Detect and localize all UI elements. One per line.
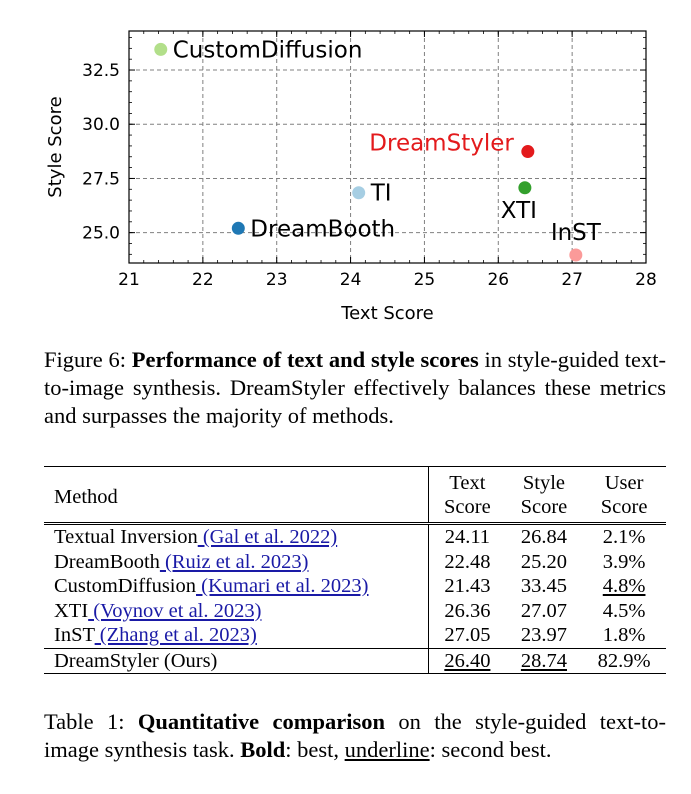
figure-caption-rest: in style-guided text-to-image synthesis.…	[44, 347, 666, 428]
chart-grid	[129, 31, 646, 263]
data-point-label: DreamBooth	[250, 216, 395, 242]
text-score: 26.36	[444, 599, 491, 622]
results-table: Method Text Style User Score Score Score…	[44, 466, 666, 674]
header-text-1: Text	[449, 472, 486, 494]
data-point-label: CustomDiffusion	[173, 37, 363, 63]
y-tick-label: 32.5	[82, 61, 120, 81]
chart-points: TI DreamBooth CustomDiffusion XTI InST DreamS…	[154, 37, 602, 262]
method-cell: CustomDiffusion (Kumari et al. 2023)	[44, 574, 430, 599]
style-score: 28.74	[520, 649, 568, 672]
citation-link[interactable]: (Kumari et al. 2023)	[196, 575, 369, 597]
user-score: 2.1%	[602, 526, 646, 548]
x-tick-label: 26	[487, 270, 509, 290]
style-score: 27.07	[520, 599, 568, 622]
user-score: 3.9%	[602, 550, 646, 573]
text-score: 26.40	[444, 649, 491, 672]
method-cell: InST (Zhang et al. 2023)	[44, 623, 430, 648]
method-cell: Textual Inversion (Gal et al. 2022)	[44, 523, 430, 550]
chart-ticks: 21 22 23 24 25 26 27 28 25.0 27.5 30.0 32.5	[82, 31, 657, 290]
table-row: InST (Zhang et al. 2023) 27.05 23.97 1.8…	[44, 623, 666, 648]
data-point-label: XTI	[501, 198, 537, 224]
x-tick-label: 24	[340, 270, 362, 290]
data-point	[352, 186, 366, 200]
user-score: 82.9%	[597, 649, 651, 672]
method-cell: XTI (Voynov et al. 2023)	[44, 598, 430, 623]
data-point-label: TI	[370, 181, 392, 207]
header-user-2: Score	[600, 496, 648, 518]
style-score: 25.20	[520, 550, 568, 573]
figure-caption: Figure 6: Performance of text and style …	[44, 346, 666, 430]
citation-link[interactable]: (Zhang et al. 2023)	[94, 624, 257, 646]
x-tick-label: 22	[192, 270, 214, 290]
table-row: CustomDiffusion (Kumari et al. 2023) 21.…	[44, 574, 666, 599]
header-user-1: User	[604, 472, 644, 494]
data-point	[231, 221, 245, 235]
plot-frame	[128, 30, 647, 264]
data-point	[154, 42, 168, 56]
data-point	[518, 181, 532, 195]
table-row: Textual Inversion (Gal et al. 2022) 24.1…	[44, 523, 666, 550]
y-tick-label: 25.0	[82, 224, 120, 244]
scatter-chart: 21 22 23 24 25 26 27 28 25.0 27.5 30.0 32.5 TI Dream…	[45, 30, 657, 324]
y-axis-label: Style Score	[45, 96, 66, 197]
style-score: 23.97	[520, 624, 568, 646]
x-tick-label: 27	[561, 270, 583, 290]
text-score: 21.43	[444, 575, 491, 597]
x-tick-label: 21	[118, 270, 140, 290]
table-caption: Table 1: Quantitative comparison on the …	[44, 709, 666, 762]
header-style-1: Style	[522, 472, 566, 494]
x-axis-label: Text Score	[340, 303, 434, 324]
text-score: 24.11	[444, 526, 491, 548]
header-method: Method	[44, 466, 430, 524]
header-style-2: Score	[520, 496, 568, 518]
table-row: DreamBooth (Ruiz et al. 2023) 22.48 25.2…	[44, 549, 666, 574]
text-score: 22.48	[444, 550, 491, 573]
style-score: 26.84	[520, 526, 568, 548]
citation-link[interactable]: (Ruiz et al. 2023)	[159, 550, 309, 573]
user-score: 4.8%	[602, 575, 646, 597]
data-point	[521, 145, 535, 159]
table-row-ours: DreamStyler (Ours) 26.40 28.74 82.9%	[44, 648, 666, 674]
user-score: 4.5%	[602, 599, 646, 622]
text-score: 27.05	[444, 624, 491, 646]
x-tick-label: 28	[635, 270, 657, 290]
x-tick-label: 23	[266, 270, 288, 290]
figure-caption-bold: Performance of text and style scores	[131, 347, 479, 372]
citation-link[interactable]: (Voynov et al. 2023)	[88, 599, 262, 622]
style-score: 33.45	[520, 575, 568, 597]
x-tick-label: 25	[414, 270, 436, 290]
user-score: 1.8%	[602, 624, 646, 646]
header-text-2: Score	[444, 496, 491, 518]
data-point-label: InST	[551, 220, 602, 246]
figure-caption-prefix: Figure 6:	[44, 347, 132, 372]
data-point	[569, 248, 583, 262]
method-cell: DreamStyler (Ours)	[44, 648, 430, 674]
citation-link[interactable]: (Gal et al. 2022)	[197, 526, 338, 548]
table-row: XTI (Voynov et al. 2023) 26.36 27.07 4.5…	[44, 598, 666, 623]
data-point-label: DreamStyler	[369, 131, 514, 157]
method-cell: DreamBooth (Ruiz et al. 2023)	[44, 549, 430, 574]
y-tick-label: 30.0	[82, 115, 120, 135]
y-tick-label: 27.5	[82, 169, 120, 189]
